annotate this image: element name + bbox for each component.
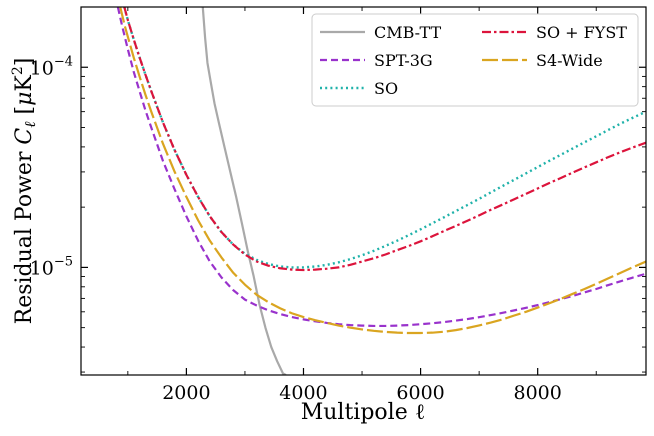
x-axis-title: Multipole ℓ: [301, 400, 426, 425]
legend-label: SPT-3G: [374, 51, 433, 70]
x-tick-label: 4000: [279, 382, 327, 404]
legend-box: [311, 13, 639, 107]
legend-label: SO: [374, 79, 398, 98]
series-line-so-fyst: [123, 7, 646, 272]
legend-label: CMB-TT: [374, 23, 441, 42]
legend-label: SO + FYST: [536, 23, 627, 42]
y-tick-label: 10−4: [30, 54, 73, 79]
series-line-s4-wide: [119, 7, 646, 335]
y-axis-ticks: 10−5 10−4: [30, 6, 646, 373]
y-axis-title: Residual Power Cℓ [μK2]: [10, 58, 39, 325]
series-line-so: [123, 7, 646, 269]
x-tick-label: 2000: [162, 382, 210, 404]
x-tick-label: 8000: [514, 382, 562, 404]
plot-frame: [80, 6, 647, 376]
series-line-spt-3g: [116, 7, 646, 328]
legend: CMB-TT SPT-3G SO SO + FYST S4-Wide: [311, 13, 639, 107]
legend-entries: CMB-TT SPT-3G SO SO + FYST S4-Wide: [320, 23, 627, 98]
y-tick-label: 10−5: [30, 254, 73, 279]
x-axis-ticks: 2000 4000 6000 8000: [127, 7, 597, 404]
legend-label: S4-Wide: [536, 51, 603, 70]
series-layer: [116, 7, 646, 375]
x-tick-label: 6000: [396, 382, 444, 404]
series-line-cmb-tt: [201, 7, 287, 375]
